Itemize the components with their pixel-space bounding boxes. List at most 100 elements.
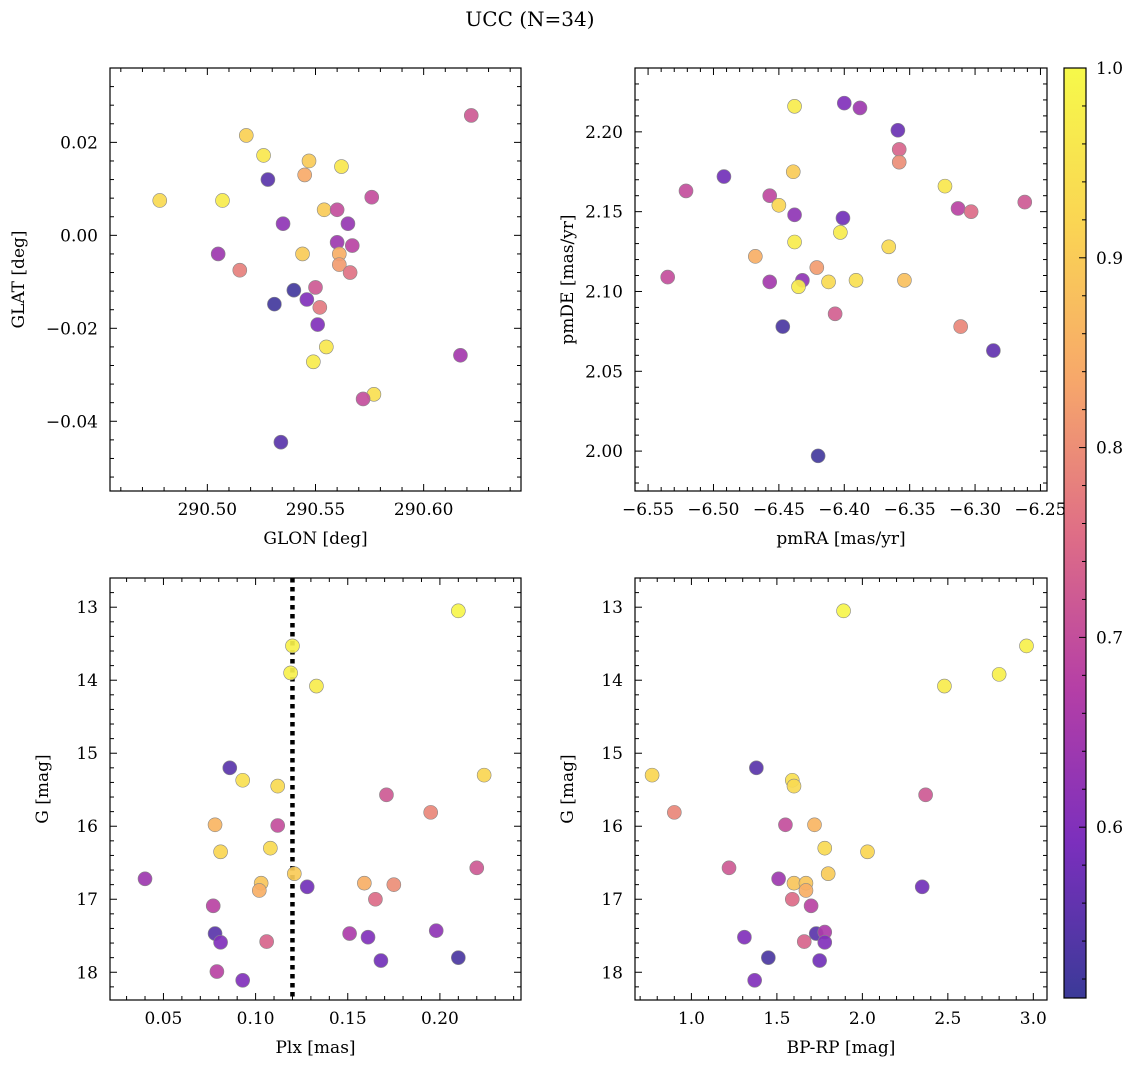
scatter-point xyxy=(778,817,793,833)
scatter-point xyxy=(835,210,851,226)
scatter-point xyxy=(950,201,966,216)
y-tick-label: 15 xyxy=(76,744,98,764)
points xyxy=(644,603,1034,988)
scatter-point xyxy=(897,272,912,288)
x-tick-label: 0.05 xyxy=(145,1009,183,1029)
y-tick-label: 13 xyxy=(76,598,98,618)
x-tick-label: 3.0 xyxy=(1020,1009,1047,1029)
scatter-point xyxy=(355,391,371,407)
scatter-point xyxy=(270,778,286,794)
scatter-point xyxy=(451,603,466,619)
scatter-point xyxy=(308,280,323,295)
y-tick-label: 16 xyxy=(76,817,98,837)
scatter-point xyxy=(891,142,907,157)
scatter-point xyxy=(937,178,953,194)
scatter-point xyxy=(319,339,334,355)
scatter-point xyxy=(312,300,328,315)
scatter-point xyxy=(848,272,864,288)
scatter-point xyxy=(428,923,444,938)
scatter-point xyxy=(660,269,675,285)
y-tick-label: 18 xyxy=(76,963,98,983)
panel-glon-glat: 290.50 290.55 290.60 −0.04 −0.02 0.00 0.02 GLON… xyxy=(9,67,522,549)
scatter-point xyxy=(809,260,825,275)
scatter-point xyxy=(213,844,228,860)
scatter-point xyxy=(386,877,402,892)
x-tick-label: 290.55 xyxy=(286,500,345,520)
scatter-point xyxy=(342,265,358,280)
scatter-point xyxy=(469,860,485,876)
scatter-point xyxy=(786,778,802,794)
scatter-point xyxy=(270,818,286,833)
scatter-point xyxy=(1019,638,1034,654)
scatter-point xyxy=(309,678,324,694)
x-tick-label: 0.15 xyxy=(329,1009,367,1029)
x-axis-label: BP-RP [mag] xyxy=(787,1038,896,1058)
x-tick-label: −6.40 xyxy=(818,500,870,520)
axes-frame xyxy=(109,577,522,1001)
axes-frame xyxy=(634,67,1048,492)
scatter-point xyxy=(716,169,732,184)
scatter-point xyxy=(775,319,791,334)
y-tick-label: 13 xyxy=(601,598,623,618)
scatter-point xyxy=(803,898,819,914)
y-tick-label: −0.04 xyxy=(46,412,98,432)
scatter-point xyxy=(678,183,694,199)
scatter-point xyxy=(852,100,868,116)
scatter-point xyxy=(787,234,802,250)
scatter-point xyxy=(833,225,848,240)
y-tick-label: −0.02 xyxy=(46,319,98,339)
y-tick-label: 14 xyxy=(76,671,98,691)
x-tick-label: 1.5 xyxy=(763,1009,790,1029)
x-axis-label: GLON [deg] xyxy=(263,529,367,549)
y-tick-label: 2.10 xyxy=(585,282,623,302)
scatter-point xyxy=(860,844,875,860)
panel-plx-g: 0.05 0.10 0.15 0.20 13 14 15 16 17 18 Plx [mas] G [… xyxy=(33,577,522,1058)
scatter-point xyxy=(260,172,276,187)
colorbar-gradient xyxy=(1063,67,1087,999)
scatter-point xyxy=(762,188,778,203)
scatter-point xyxy=(152,193,168,208)
scatter-point xyxy=(286,282,302,298)
colorbar-tick-label: 1.0 xyxy=(1096,59,1123,79)
scatter-point xyxy=(295,246,310,262)
scatter-point xyxy=(817,840,833,856)
scatter-point xyxy=(259,934,274,949)
x-tick-label: −6.55 xyxy=(622,500,674,520)
x-axis-label: pmRA [mas/yr] xyxy=(776,529,905,549)
points xyxy=(152,108,479,450)
scatter-point xyxy=(785,164,801,180)
scatter-point xyxy=(373,953,389,968)
scatter-point xyxy=(798,883,814,898)
scatter-point xyxy=(787,207,802,223)
scatter-point xyxy=(810,448,826,464)
scatter-point xyxy=(306,354,321,370)
scatter-point xyxy=(890,122,906,138)
scatter-point xyxy=(340,216,356,232)
colorbar-tick-label: 0.6 xyxy=(1096,818,1123,838)
scatter-point xyxy=(232,262,248,278)
scatter-point xyxy=(364,189,380,205)
scatter-point xyxy=(817,935,833,950)
y-tick-label: 2.05 xyxy=(585,362,623,382)
x-tick-label: 0.10 xyxy=(237,1009,275,1029)
scatter-point xyxy=(796,934,812,949)
x-tick-label: 2.5 xyxy=(934,1009,961,1029)
x-tick-label: −6.45 xyxy=(753,500,805,520)
scatter-point xyxy=(963,204,979,219)
scatter-point xyxy=(986,343,1001,358)
scatter-point xyxy=(207,817,223,833)
scatter-point xyxy=(451,950,466,965)
scatter-point xyxy=(644,767,660,783)
scatter-point xyxy=(213,935,228,950)
scatter-point xyxy=(748,249,763,264)
scatter-point xyxy=(316,202,332,218)
scatter-point xyxy=(310,317,325,332)
scatter-point xyxy=(299,292,315,307)
colorbar: 0.6 0.7 0.8 0.9 1.0 xyxy=(1063,59,1123,999)
scatter-point xyxy=(1017,194,1033,210)
scatter-point xyxy=(749,760,764,776)
scatter-point xyxy=(342,926,357,941)
scatter-point xyxy=(273,434,289,450)
y-tick-label: 0.00 xyxy=(60,226,98,246)
panel-pmra-pmde: −6.55 −6.50 −6.45 −6.40 −6.35 −6.30 −6.25 2.00 2… xyxy=(558,67,1067,549)
